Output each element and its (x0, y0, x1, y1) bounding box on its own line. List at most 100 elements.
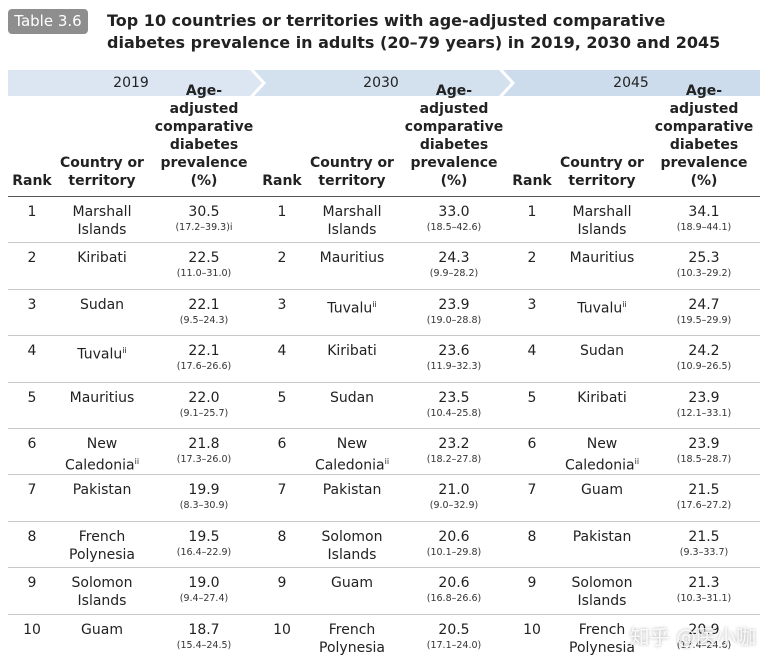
prevalence: 34.1 (688, 204, 720, 220)
rank: 9 (527, 575, 537, 592)
column-header: Age-adjusted comparative diabetes preval… (654, 83, 754, 189)
year-band-2019 (8, 70, 262, 96)
country-name: Mauritius (569, 250, 635, 267)
country-name: Marshall Islands (572, 204, 632, 238)
header-rule (8, 196, 760, 197)
country: Tuvaluii (304, 296, 400, 318)
rank: 2 (277, 250, 287, 267)
prevalence: 24.7 (688, 296, 720, 313)
confidence-interval: (17.3–26.0) (176, 454, 232, 465)
country: Pakistan (54, 481, 150, 499)
column-header: Rank (12, 173, 52, 189)
column-header: Country or territory (310, 155, 394, 189)
year-header: 2019 (113, 75, 149, 91)
prevalence: 22.1 (188, 343, 220, 360)
country: Sudan (54, 296, 150, 314)
country-name: Guam (331, 575, 373, 592)
rank: 4 (27, 343, 37, 360)
country-name: Guam (581, 482, 623, 499)
rank: 3 (277, 296, 287, 313)
country: Mauritius (304, 249, 400, 267)
prevalence: 23.9 (438, 296, 470, 313)
prevalence: 24.3 (438, 250, 470, 267)
row-rule (8, 242, 760, 244)
confidence-interval: (9.9–28.2) (429, 268, 479, 280)
column-header: Age-adjusted comparative diabetes preval… (404, 83, 504, 189)
country-name: Tuvalu (577, 300, 623, 317)
confidence-interval: (17.6–27.2) (676, 500, 732, 512)
footnote-mark: ii (134, 457, 140, 466)
country-name: Mauritius (69, 389, 135, 406)
country-name: Pakistan (322, 482, 382, 499)
prevalence: 21.5 (688, 528, 720, 545)
country: Marshall Islands (554, 203, 650, 239)
country: Pakistan (554, 528, 650, 546)
rank: 9 (27, 575, 37, 592)
row-rule (8, 613, 760, 615)
confidence-interval: (9.0–32.9) (429, 500, 479, 512)
country-name: Kiribati (77, 250, 127, 267)
country-name: Marshall Islands (72, 204, 132, 238)
rank: 6 (527, 436, 537, 452)
watermark: 知乎 @医小咖 (629, 625, 756, 649)
rank: 10 (523, 621, 541, 638)
country: Tuvaluii (54, 342, 150, 364)
country: Tuvaluii (554, 296, 650, 318)
confidence-interval: (16.4–22.9) (176, 546, 232, 558)
country-name: Solomon Islands (321, 528, 383, 563)
country-name: Solomon Islands (71, 575, 133, 610)
confidence-interval: (8.3–30.9) (179, 500, 229, 512)
footnote-mark: ii (122, 346, 127, 356)
rank: 5 (27, 389, 37, 406)
rank: 10 (273, 621, 291, 638)
confidence-interval: (10.4–25.8) (426, 407, 482, 419)
rank: 5 (527, 389, 537, 406)
footnote-mark: ii (622, 299, 627, 309)
country-name: Tuvalu (77, 346, 123, 363)
rank: 7 (277, 482, 287, 499)
rank: 8 (527, 528, 537, 545)
prevalence: 22.1 (188, 296, 220, 313)
prevalence: 24.2 (688, 343, 720, 360)
rank: 2 (527, 250, 537, 267)
prevalence: 19.9 (188, 482, 220, 499)
row-rule (8, 567, 760, 569)
country: French Polynesia (554, 621, 650, 657)
confidence-interval: (16.8–26.6) (426, 593, 482, 605)
year-band-2030 (254, 70, 511, 96)
country-name: Mauritius (319, 250, 385, 267)
country-name: Kiribati (327, 343, 377, 360)
confidence-interval: (18.5–42.6) (426, 222, 482, 233)
country: Kiribati (554, 389, 650, 407)
confidence-interval: (10.3–31.1) (676, 593, 732, 605)
country: Solomon Islands (304, 528, 400, 564)
rank: 8 (277, 528, 287, 545)
column-header: Country or territory (60, 155, 144, 189)
country-name: Sudan (79, 296, 125, 313)
footnote-mark: ii (372, 299, 377, 309)
rank: 1 (277, 204, 287, 220)
country-name: French Polynesia (319, 621, 385, 656)
country-name: Guam (81, 621, 123, 638)
rank: 6 (27, 436, 37, 452)
country: Kiribati (304, 342, 400, 360)
prevalence: 20.6 (438, 528, 470, 545)
row-rule (8, 288, 760, 290)
country: Kiribati (54, 249, 150, 267)
rank: 4 (277, 343, 287, 360)
prevalence: 20.9 (688, 621, 720, 638)
rank: 2 (27, 250, 37, 267)
country-name: New Caledonia (314, 436, 385, 474)
country: French Polynesia (54, 528, 150, 564)
confidence-interval: (10.1–29.8) (426, 546, 482, 558)
country: Sudan (304, 389, 400, 407)
confidence-interval: (9.5–24.3) (179, 314, 229, 326)
rank: 9 (277, 575, 287, 592)
rank: 1 (27, 204, 37, 220)
prevalence: 21.5 (688, 482, 720, 499)
table-label: Table 3.6 (8, 9, 88, 34)
prevalence: 22.0 (188, 389, 220, 406)
prevalence: 21.3 (688, 575, 720, 592)
confidence-interval: (10.9–26.5) (676, 361, 732, 373)
country: Guam (304, 574, 400, 592)
